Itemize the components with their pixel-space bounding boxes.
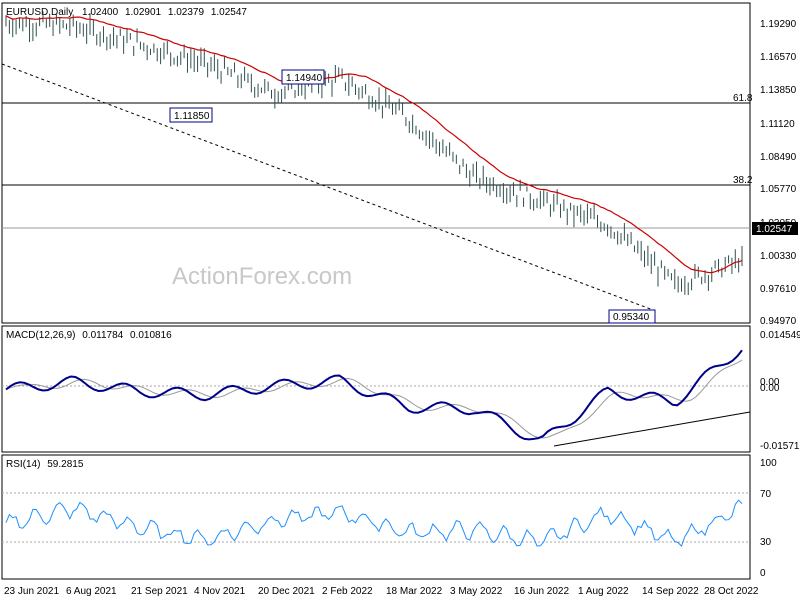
price-tick-10: 0.94970	[760, 316, 797, 327]
rsi-name: RSI(14)	[6, 459, 40, 470]
annotation-1-1494-text: 1.14940	[286, 73, 323, 84]
rsi-tick-100: 100	[760, 458, 777, 469]
macd-signal-line	[5, 359, 743, 439]
macd-trendline	[553, 411, 751, 447]
dashed-trendline	[1, 63, 654, 311]
x-tick-8: 3 May 2022	[450, 586, 503, 597]
annotation-1-1494: 1.14940	[281, 69, 325, 85]
macd-value: 0.011784	[82, 330, 123, 341]
price-tick-3: 1.13850	[760, 85, 797, 96]
macd-main-line	[5, 349, 743, 441]
moving-average-line	[5, 15, 743, 274]
price-panel-frame	[1, 2, 751, 324]
price-symbol: EURUSD,Daily	[6, 7, 73, 18]
price-tick-5: 1.08490	[760, 152, 797, 163]
annotation-0-9534: 0.95340	[608, 309, 656, 324]
macd-tick-zero: 0.00	[760, 377, 780, 388]
rsi-tick-70: 70	[760, 489, 772, 500]
price-bars	[5, 11, 743, 296]
price-high: 1.02901	[125, 7, 162, 18]
price-tick-9: 0.97610	[760, 284, 797, 295]
price-tick-6: 1.05770	[760, 184, 797, 195]
x-tick-7: 18 Mar 2022	[386, 586, 443, 597]
annotation-1-1185-text: 1.11850	[174, 111, 210, 122]
x-tick-6: 2 Feb 2022	[322, 586, 373, 597]
annotation-1-1185: 1.11850	[169, 107, 213, 123]
price-header: EURUSD,Daily 1.02400 1.02901 1.02379 1.0…	[6, 7, 247, 18]
x-axis: 23 Jun 2021 6 Aug 2021 21 Sep 2021 4 Nov…	[4, 586, 759, 597]
x-tick-2: 6 Aug 2021	[66, 586, 117, 597]
x-tick-10: 1 Aug 2022	[578, 586, 629, 597]
rsi-tick-30: 30	[760, 537, 772, 548]
price-low: 1.02379	[168, 7, 205, 18]
x-tick-3: 21 Sep 2021	[131, 586, 188, 597]
macd-header: MACD(12,26,9) 0.011784 0.010816	[6, 330, 172, 341]
current-price-tag-text: 1.02547	[756, 224, 793, 235]
macd-tick-bottom: -0.015712	[760, 441, 800, 452]
x-tick-9: 16 Jun 2022	[514, 586, 569, 597]
rsi-line	[5, 499, 743, 548]
x-tick-1: 23 Jun 2021	[4, 586, 59, 597]
fib-382-label: 38.2	[733, 175, 753, 186]
price-tick-4: 1.11120	[760, 119, 795, 130]
x-tick-5: 20 Dec 2021	[258, 586, 315, 597]
x-tick-4: 4 Nov 2021	[194, 586, 246, 597]
rsi-value: 59.2815	[47, 459, 84, 470]
price-tick-2: 1.16570	[760, 52, 797, 63]
x-tick-12: 28 Oct 2022	[704, 586, 759, 597]
rsi-header: RSI(14) 59.2815	[6, 459, 84, 470]
macd-name: MACD(12,26,9)	[6, 330, 75, 341]
watermark: ActionForex.com	[172, 263, 352, 290]
macd-panel-frame	[1, 325, 751, 453]
price-open: 1.02400	[82, 7, 119, 18]
price-tick-8: 1.00330	[760, 251, 797, 262]
macd-tick-top: 0.014549	[760, 330, 800, 341]
fib-618-label: 61.8	[733, 93, 753, 104]
macd-y-axis: 0.014549 0.00 0.00 -0.015712	[760, 330, 800, 452]
rsi-y-axis: 100 70 30 0	[760, 458, 777, 579]
rsi-panel-frame	[1, 454, 751, 580]
macd-signal-value: 0.010816	[130, 330, 172, 341]
price-tick-1: 1.19290	[760, 19, 797, 30]
current-price-tag: 1.02547	[752, 222, 798, 235]
macd-tick-zero2: 0.00	[760, 383, 780, 394]
annotation-0-9534-text: 0.95340	[613, 312, 650, 323]
x-tick-11: 14 Sep 2022	[642, 586, 699, 597]
rsi-tick-0: 0	[760, 568, 766, 579]
price-close: 1.02547	[211, 7, 248, 18]
